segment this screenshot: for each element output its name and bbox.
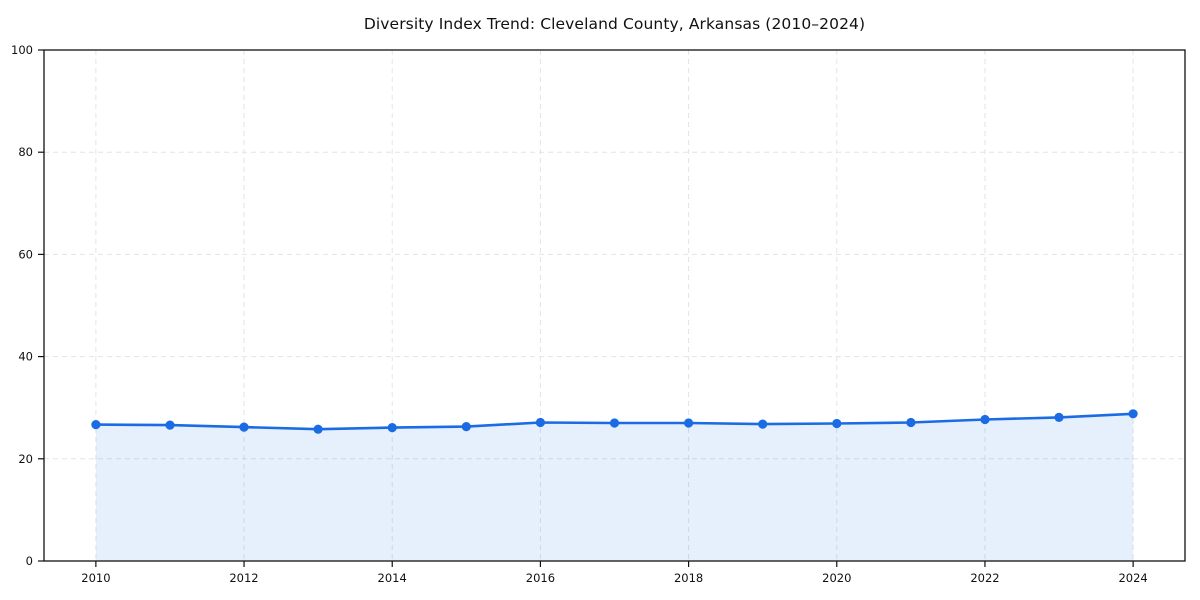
x-tick-label: 2014 (378, 571, 407, 585)
data-point (387, 423, 397, 433)
data-point (684, 418, 694, 428)
x-tick-label: 2016 (526, 571, 555, 585)
data-point (239, 422, 249, 432)
y-tick-label: 20 (18, 452, 33, 466)
x-tick-labels: 2010 2012 2014 2016 2018 2020 2022 2024 (81, 571, 1147, 585)
data-point (165, 420, 175, 430)
data-point (535, 417, 546, 428)
x-tick-label: 2018 (674, 571, 703, 585)
y-tick-label: 60 (18, 247, 33, 261)
data-points (91, 409, 1138, 434)
data-point (758, 419, 768, 429)
y-tick-label: 100 (11, 43, 33, 57)
y-tick-labels: 0 20 40 60 80 100 (11, 43, 33, 568)
y-tick-label: 0 (26, 554, 33, 568)
data-point (1128, 409, 1138, 419)
data-point (906, 417, 916, 428)
data-point (461, 422, 471, 432)
x-tick-label: 2020 (822, 571, 851, 585)
x-tick-label: 2010 (81, 571, 110, 585)
data-point (832, 418, 842, 429)
chart-title: Diversity Index Trend: Cleveland County,… (363, 15, 866, 33)
y-tick-label: 40 (18, 350, 33, 364)
x-tick-label: 2022 (970, 571, 999, 585)
data-point (980, 414, 990, 425)
x-tick-label: 2012 (229, 571, 258, 585)
data-point (609, 418, 620, 428)
data-point (1054, 412, 1064, 422)
x-tick-label: 2024 (1118, 571, 1147, 585)
area-fill (95, 413, 1134, 561)
plot-border (43, 49, 1186, 562)
tick-marks (38, 49, 1134, 567)
data-point (91, 420, 101, 430)
y-tick-label: 80 (18, 145, 33, 159)
data-point (313, 424, 323, 434)
